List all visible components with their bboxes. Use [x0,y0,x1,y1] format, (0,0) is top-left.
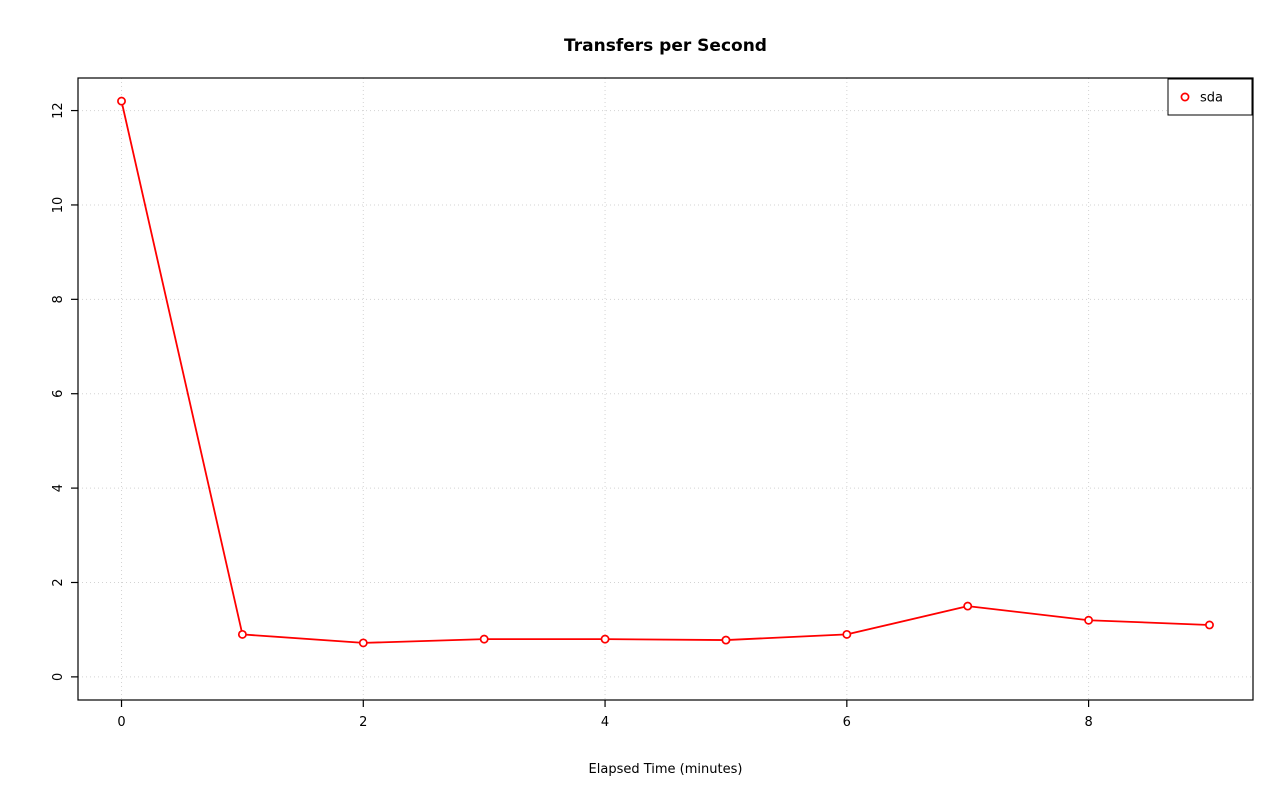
x-tick-label: 6 [843,715,851,730]
data-point [1084,615,1094,625]
x-tick-label: 4 [601,715,609,730]
y-tick-label: 4 [51,484,66,492]
x-tick-label: 8 [1084,715,1092,730]
legend-label: sda [1200,91,1223,106]
data-point [721,635,731,645]
data-point [358,638,368,648]
y-tick-label: 12 [51,102,66,119]
y-tick-label: 2 [51,578,66,586]
series-line [120,100,1211,644]
data-point [842,629,852,639]
y-tick-label: 10 [51,197,66,214]
data-point [117,96,126,106]
x-tick-label: 0 [117,715,125,730]
data-point [600,634,610,644]
y-tick-label: 8 [51,295,66,303]
legend-box [1167,78,1253,116]
data-point [479,634,489,644]
y-tick-label: 0 [51,673,66,681]
chart-title: Transfers per Second [564,36,767,56]
data-point [237,629,247,639]
data-point [963,601,973,611]
y-tick-label: 6 [51,390,66,398]
data-point [1205,620,1214,630]
plot-box [77,77,1254,701]
legend-marker [1180,92,1190,102]
x-axis-label: Elapsed Time (minutes) [588,762,743,777]
x-tick-label: 2 [359,715,367,730]
